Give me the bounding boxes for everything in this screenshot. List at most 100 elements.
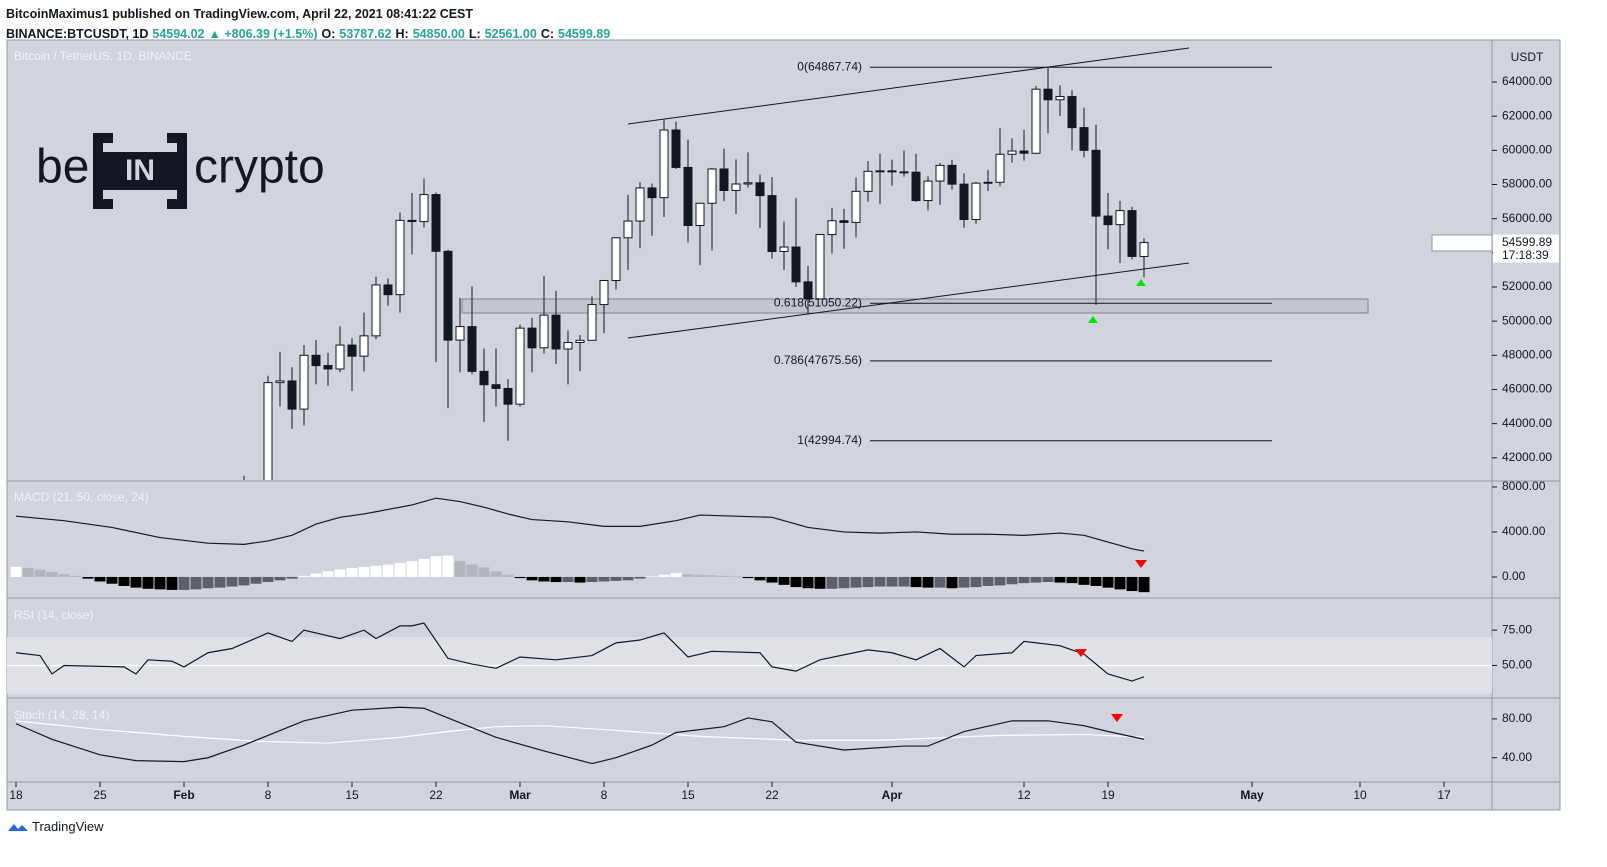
fib-label: 0.786(47675.56)	[774, 353, 862, 367]
histogram-bar	[1090, 576, 1102, 586]
histogram-bar	[982, 576, 994, 586]
candle-body	[347, 344, 357, 357]
histogram-bar	[934, 576, 946, 588]
candle-body	[887, 170, 897, 173]
histogram-bar	[298, 575, 310, 577]
symbol-tag	[1431, 234, 1493, 252]
rsi-band	[7, 637, 1492, 694]
y-tick-label: 50000.00	[1502, 313, 1552, 327]
histogram-bar	[226, 576, 238, 587]
candle-body	[1031, 88, 1041, 154]
histogram-bar	[22, 567, 34, 577]
candle-body	[1091, 149, 1101, 217]
symbol-label: BTCUSDT	[1434, 235, 1491, 249]
y-tick-label: 44000.00	[1502, 416, 1552, 430]
chart-frame	[6, 39, 1561, 811]
histogram-bar	[274, 576, 286, 581]
line-series	[15, 706, 1145, 765]
candle-body	[779, 246, 789, 252]
histogram-bar	[706, 575, 718, 577]
histogram-bar	[454, 561, 466, 577]
histogram-bar	[826, 576, 838, 589]
histogram-bar	[766, 576, 778, 583]
histogram-bar	[46, 571, 58, 577]
signal-down	[1111, 714, 1123, 722]
histogram-bar	[358, 566, 370, 577]
quote-part: L:	[468, 27, 481, 41]
support-zone	[461, 298, 1369, 314]
candle-body	[491, 384, 501, 389]
histogram-bar	[1138, 576, 1150, 593]
pane-title: Bitcoin / TetherUS, 1D, BINANCE	[14, 49, 192, 63]
candle-body	[252, 505, 260, 511]
candle-body	[323, 365, 333, 370]
histogram-bar	[82, 576, 94, 579]
histogram-bar	[70, 575, 82, 577]
candle-body	[1103, 215, 1113, 226]
candle-body	[659, 129, 669, 199]
histogram-bar	[1054, 576, 1066, 583]
histogram-bar	[790, 576, 802, 588]
channel-upper	[627, 47, 1190, 125]
quote-part: 54599.89	[558, 27, 611, 41]
quote-part: 52561.00	[484, 27, 537, 41]
pane-title: Stoch (14, 28, 14)	[14, 708, 109, 722]
y-tick-label: 50.00	[1502, 658, 1532, 672]
x-tick-label: Feb	[173, 788, 194, 802]
histogram-bar	[130, 576, 142, 588]
y-tick-label: 64000.00	[1502, 74, 1552, 88]
y-tick-label: 75.00	[1502, 622, 1532, 636]
x-tick-label: 10	[1353, 788, 1367, 802]
candle-body	[587, 304, 597, 341]
histogram-bar	[874, 576, 886, 587]
histogram-bar	[886, 576, 898, 587]
y-tick-label: 0.00	[1502, 569, 1526, 583]
pane	[243, 67, 1149, 511]
header: BitcoinMaximus1 published on TradingView…	[6, 4, 614, 44]
y-tick-label: 8000.00	[1502, 479, 1546, 493]
histogram-bar	[394, 562, 406, 577]
histogram-bar	[346, 567, 358, 577]
y-tick-label: 4000.00	[1502, 524, 1546, 538]
histogram-bar	[514, 576, 526, 579]
histogram-bar	[166, 576, 178, 590]
histogram-bar	[814, 576, 826, 589]
x-tick-label: 15	[345, 788, 359, 802]
histogram-bar	[1018, 576, 1030, 584]
candle-body	[803, 281, 813, 300]
channel-lower	[627, 262, 1190, 339]
histogram-bar	[742, 576, 754, 579]
candle-body	[359, 335, 369, 357]
logo-text: crypto	[194, 141, 325, 194]
x-tick-label: 17	[1437, 788, 1451, 802]
logo-text: be	[36, 141, 89, 194]
candle-body	[695, 202, 705, 226]
histogram-bar	[586, 576, 598, 583]
candle-body	[275, 380, 285, 384]
x-tick-label: Apr	[882, 788, 903, 802]
candle-body	[467, 326, 477, 372]
quote-part: O:	[321, 27, 336, 41]
x-tick-label: 15	[681, 788, 695, 802]
histogram-bar	[178, 576, 190, 590]
histogram-bar	[994, 576, 1006, 586]
candle-body	[419, 194, 429, 223]
histogram-bar	[658, 574, 670, 577]
candle-body	[1007, 150, 1017, 155]
candle-body	[995, 153, 1005, 183]
histogram-bar	[94, 576, 106, 582]
candle-body	[911, 171, 921, 202]
histogram-bar	[646, 576, 658, 577]
candle-body	[1079, 127, 1089, 151]
histogram-bar	[1078, 576, 1090, 585]
quote-part: 54594.02	[152, 27, 205, 41]
quote-part: H:	[395, 27, 409, 41]
candle-body	[575, 339, 585, 344]
candle-body	[335, 344, 345, 370]
candle-body	[971, 182, 981, 221]
histogram-bar	[310, 573, 322, 577]
candle-body	[611, 237, 621, 281]
candle-body	[479, 370, 489, 386]
data-layer: Bitcoin / TetherUS, 1D, BINANCE 42000.00 4…	[7, 49, 1559, 802]
